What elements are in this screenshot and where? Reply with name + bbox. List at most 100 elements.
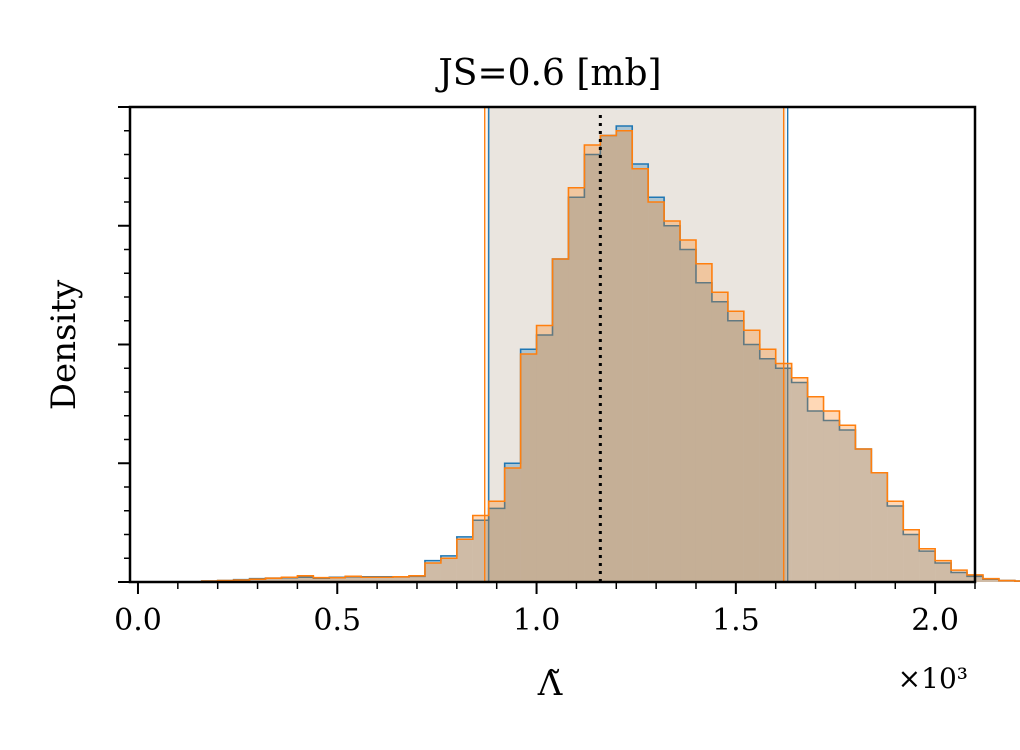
histogram-bin [472,515,489,582]
histogram-bin [424,560,441,582]
histogram-bin [951,572,968,582]
histogram-bin [568,187,585,582]
histogram-bin [632,168,649,582]
histogram-bin [536,335,553,582]
histogram-bin [297,575,314,582]
histogram-bin [727,320,744,582]
histogram-bin [456,539,473,582]
histogram-bin [345,576,362,582]
histogram-bin [791,377,808,582]
histogram-bin [456,536,473,582]
histogram-bin [680,240,696,582]
histogram-bin [855,449,872,582]
axes: 0.0 0.5 1.0 1.5 2.0 [114,106,976,638]
histogram-bin [919,548,936,582]
histogram-bin [377,576,394,582]
histogram-bin [281,577,298,582]
histogram-bin [695,282,712,582]
histogram-bin [361,576,378,582]
histogram-bin [903,534,920,582]
histogram-bin [265,578,282,582]
histogram-bin [951,570,968,582]
histogram-bin [743,330,760,582]
histogram-bin [855,449,872,582]
histogram-bin [648,202,665,582]
histogram-bin [935,560,952,582]
histogram-bin [711,301,728,582]
histogram-series [137,107,1020,583]
histogram-bin [520,354,537,582]
y-axis-label: Density [44,279,84,410]
histogram-bin [632,164,649,582]
histogram-bin [329,577,346,582]
histogram-bin [504,463,521,582]
histogram-bin [440,555,457,582]
x-axis-label: Λ̃ [537,664,563,704]
histogram-bin [584,145,601,582]
histogram-bin [759,358,776,582]
histogram-step-line [137,129,1020,583]
histogram-bin [887,506,904,582]
histogram-bin [281,577,298,582]
x-axis-multiplier: ×10³ [898,662,968,695]
histogram-bin [823,420,840,582]
histogram-bin [552,259,569,582]
x-tick-label: 0.0 [114,603,162,638]
histogram-bin [313,577,330,582]
histogram-bin [935,563,952,582]
histogram-bin [488,508,505,582]
x-tick-label: 0.5 [313,603,361,638]
histogram-bin [536,325,553,582]
histogram-bin [377,577,394,582]
histogram-bin [839,425,856,582]
histogram-bin [887,501,904,582]
histogram-bin [648,197,665,582]
histogram-bin [393,576,410,582]
histogram-bin [982,579,999,582]
histogram-bin [664,225,681,582]
histogram-bin [807,411,824,582]
histogram-bin [488,501,505,582]
histogram-bin [600,135,617,582]
histogram-bin [329,577,346,582]
histogram-bin [727,311,744,582]
x-tick-label: 1.5 [712,603,760,638]
plot-area [137,107,1020,583]
histogram-bin [807,396,824,582]
x-tick-label: 2.0 [911,603,959,638]
histogram-bin [680,249,696,582]
histogram-bin [839,430,856,582]
histogram-bin [664,221,681,582]
x-tick-label: 1.0 [513,603,561,638]
histogram-series [137,107,1020,583]
chart-title: JS=0.6 [mb] [434,53,661,94]
histogram-bin [600,135,617,582]
histogram-bin [440,558,457,582]
histogram-bin [568,197,585,582]
histogram-bin [313,578,330,582]
histogram-bin [393,576,410,582]
histogram-bin [903,529,920,582]
histogram-bin [616,130,633,582]
histogram-bin [695,263,712,582]
histogram-bin [982,578,999,582]
histogram-bin [504,468,521,582]
histogram-bin [409,576,425,582]
histogram-bin [297,577,314,582]
histogram-bin [552,259,569,582]
histogram-bin [520,349,537,582]
histogram-bin [584,154,601,582]
histogram-bin [823,411,840,582]
histogram-bin [249,579,266,582]
histogram-bin [919,551,936,582]
histogram-bin [711,292,728,582]
histogram-bin [249,578,266,582]
histogram-bin [361,577,378,582]
histogram-bin [409,575,425,582]
histogram-bin [616,126,633,582]
histogram-bin [424,563,441,582]
histogram-bin [743,344,760,582]
histogram-bin [265,578,282,582]
histogram-bin [791,382,808,582]
